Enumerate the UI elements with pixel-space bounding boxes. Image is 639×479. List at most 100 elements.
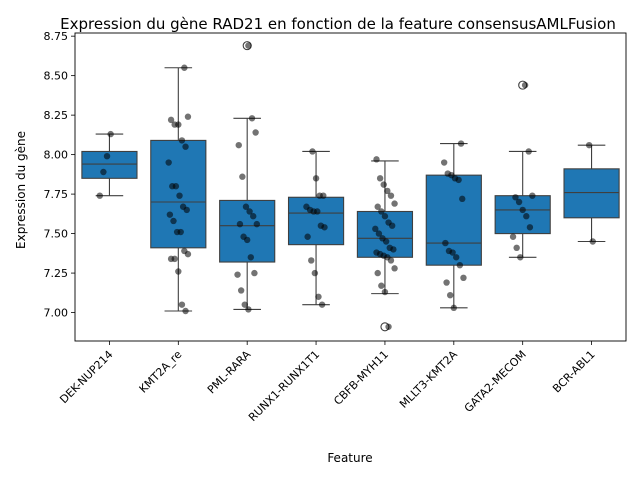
data-point bbox=[387, 192, 395, 199]
data-point bbox=[245, 42, 252, 49]
data-point bbox=[320, 192, 327, 199]
data-point bbox=[517, 254, 524, 261]
y-axis-label: Expression du gène bbox=[14, 131, 28, 249]
data-point bbox=[391, 200, 398, 207]
data-point bbox=[103, 153, 111, 160]
data-point bbox=[247, 254, 255, 261]
data-point bbox=[166, 211, 174, 218]
data-point bbox=[304, 233, 311, 240]
boxplot-runx1-runx1t1 bbox=[287, 150, 345, 306]
data-point bbox=[182, 143, 189, 150]
data-point bbox=[387, 257, 395, 264]
data-point bbox=[390, 246, 397, 253]
data-point bbox=[239, 173, 246, 180]
data-point bbox=[184, 250, 192, 258]
data-point bbox=[385, 323, 392, 330]
data-point bbox=[167, 116, 175, 124]
data-point bbox=[243, 236, 251, 244]
chart-title: Expression du gène RAD21 en fonction de … bbox=[60, 15, 616, 33]
data-point bbox=[515, 198, 523, 206]
data-point bbox=[175, 268, 182, 275]
data-point bbox=[455, 176, 462, 184]
data-point bbox=[374, 269, 381, 277]
data-point bbox=[388, 222, 396, 229]
data-point bbox=[457, 140, 465, 147]
data-point bbox=[509, 233, 517, 240]
data-point bbox=[443, 279, 450, 286]
data-point bbox=[375, 230, 383, 237]
data-point bbox=[236, 220, 244, 228]
data-point bbox=[513, 244, 520, 252]
data-point bbox=[100, 168, 107, 176]
x-axis-label: Feature bbox=[327, 451, 372, 465]
data-point bbox=[381, 288, 389, 296]
data-point bbox=[252, 129, 259, 136]
data-point bbox=[440, 159, 448, 166]
y-tick-label: 8.75 bbox=[44, 30, 69, 43]
data-point bbox=[442, 239, 449, 247]
data-point bbox=[308, 257, 315, 264]
data-point bbox=[246, 208, 253, 215]
data-point bbox=[107, 130, 114, 138]
data-point bbox=[176, 192, 183, 199]
y-tick-label: 7.75 bbox=[44, 188, 69, 201]
data-point bbox=[378, 208, 385, 215]
data-point bbox=[450, 304, 458, 312]
data-point bbox=[376, 175, 384, 182]
data-point bbox=[523, 213, 530, 220]
y-tick-label: 7.25 bbox=[44, 267, 69, 280]
data-point bbox=[242, 203, 250, 210]
data-point bbox=[512, 194, 519, 201]
data-point bbox=[585, 141, 593, 149]
data-point bbox=[529, 192, 536, 199]
y-tick-label: 8.00 bbox=[44, 149, 69, 162]
data-point bbox=[373, 156, 380, 163]
data-point bbox=[321, 224, 328, 231]
iqr-box bbox=[494, 195, 551, 235]
data-point bbox=[525, 148, 532, 155]
data-point bbox=[181, 64, 188, 71]
data-point bbox=[460, 274, 467, 282]
data-point bbox=[96, 192, 103, 199]
data-point bbox=[253, 220, 261, 228]
data-point bbox=[251, 269, 258, 277]
data-point bbox=[519, 206, 526, 214]
data-point bbox=[314, 208, 321, 215]
data-point bbox=[182, 307, 189, 315]
data-point bbox=[459, 195, 466, 203]
data-point bbox=[311, 269, 319, 277]
y-tick-label: 8.50 bbox=[44, 70, 69, 83]
data-point bbox=[380, 181, 387, 188]
data-point bbox=[374, 203, 381, 210]
data-point bbox=[183, 206, 190, 214]
data-point bbox=[184, 113, 192, 120]
y-tick-label: 7.00 bbox=[44, 307, 69, 320]
data-point bbox=[589, 238, 596, 245]
data-point bbox=[250, 213, 257, 220]
data-point bbox=[245, 306, 252, 313]
data-point bbox=[378, 282, 385, 289]
data-point bbox=[234, 271, 241, 278]
data-point bbox=[177, 228, 184, 236]
axes-frame bbox=[74, 32, 627, 342]
y-tick-label: 7.50 bbox=[44, 228, 69, 241]
data-point bbox=[315, 293, 322, 300]
y-axis-ticks: 7.00 7.25 7.50 7.75 8.00 8.25 8.50 8.75 bbox=[44, 30, 75, 320]
data-point bbox=[526, 224, 534, 231]
data-points bbox=[96, 42, 596, 330]
data-point bbox=[170, 217, 177, 225]
data-point bbox=[381, 213, 389, 220]
data-point bbox=[175, 121, 182, 128]
data-point bbox=[521, 81, 529, 89]
data-point bbox=[391, 265, 398, 272]
data-point bbox=[165, 159, 172, 166]
data-point bbox=[309, 148, 316, 155]
data-point bbox=[449, 249, 456, 256]
data-point bbox=[372, 225, 379, 233]
data-point bbox=[171, 255, 178, 263]
data-point bbox=[453, 254, 460, 261]
y-tick-label: 8.25 bbox=[44, 109, 69, 122]
data-point bbox=[318, 301, 326, 308]
data-point bbox=[312, 175, 320, 182]
